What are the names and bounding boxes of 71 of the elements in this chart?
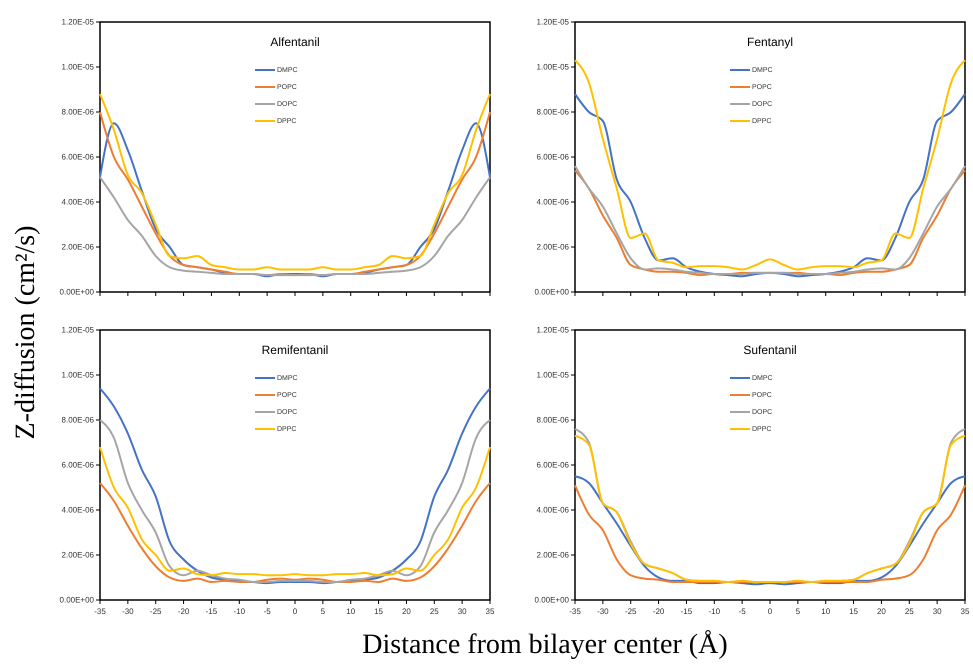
y-tick-label: 0.00E+00 (534, 596, 570, 605)
line-series (574, 59, 966, 270)
x-tick-label: 15 (374, 607, 384, 616)
y-tick-label: 6.00E-06 (62, 152, 95, 162)
x-tick-label: 0 (768, 607, 773, 616)
x-tick-label: 10 (821, 607, 831, 616)
x-tick-label: -5 (264, 607, 272, 616)
x-tick-label: -15 (680, 607, 693, 616)
y-tick-label: 2.00E-06 (62, 242, 95, 252)
x-tick-label: 15 (849, 607, 859, 616)
text: Sufentanil (743, 343, 797, 357)
y-tick-label: 1.20E-05 (536, 326, 570, 335)
y-tick-label: 8.00E-06 (62, 108, 95, 117)
x-tick-label: 35 (486, 607, 495, 616)
x-tick-label: -15 (206, 607, 218, 616)
x-tick-label: 30 (458, 607, 468, 616)
line-series (99, 176, 491, 276)
x-tick-label: -5 (738, 607, 746, 616)
text: Remifentanil (262, 343, 328, 357)
x-tick-label: 10 (346, 607, 356, 616)
x-tick-label: -10 (708, 607, 721, 616)
y-tick-label: 1.20E-05 (62, 18, 95, 27)
line-series (99, 388, 491, 584)
line-series (99, 446, 491, 576)
y-tick-label: 6.00E-06 (536, 152, 570, 162)
x-tick-label: -10 (234, 607, 246, 616)
x-tick-label: -35 (94, 607, 106, 616)
text: Fentanyl (746, 35, 794, 49)
y-tick-label: 0.00E+00 (534, 288, 570, 297)
x-tick-label: -25 (624, 607, 638, 616)
x-tick-label: 25 (904, 607, 914, 616)
y-tick-label: 4.00E-06 (62, 506, 95, 515)
x-tick-label: -20 (178, 607, 190, 616)
x-tick-label: -35 (569, 607, 582, 616)
x-tick-label: 20 (402, 607, 412, 616)
x-tick-label: 30 (932, 607, 942, 616)
x-tick-label: -25 (150, 607, 162, 616)
y-tick-label: 1.00E-05 (536, 370, 570, 380)
y-tick-label: 1.20E-05 (62, 326, 95, 335)
y-tick-label: 4.00E-06 (536, 198, 570, 207)
y-tick-label: 2.00E-06 (62, 550, 95, 560)
x-tick-label: 25 (430, 607, 440, 616)
x-tick-label: 5 (796, 607, 801, 616)
y-tick-label: 8.00E-06 (536, 108, 570, 117)
x-tick-label: 35 (960, 607, 970, 616)
x-tick-label: -20 (652, 607, 665, 616)
y-tick-label: 0.00E+00 (60, 596, 95, 605)
x-tick-label: 0 (292, 607, 298, 616)
line-series (574, 93, 966, 278)
x-tick-label: 5 (320, 607, 326, 616)
y-tick-label: 1.20E-05 (536, 18, 570, 27)
text: Alfentanil (270, 35, 320, 49)
x-axis-title: Distance from bilayer center (Å) (362, 629, 728, 660)
y-tick-label: 6.00E-06 (536, 460, 570, 470)
y-tick-label: 8.00E-06 (536, 416, 570, 425)
y-axis-title: Z-diffusion (cm²/s) (10, 226, 41, 440)
line-series (99, 419, 491, 583)
y-tick-label: 1.00E-05 (536, 62, 570, 72)
y-tick-label: 4.00E-06 (62, 198, 95, 207)
y-tick-label: 1.00E-05 (62, 370, 95, 380)
y-tick-label: 8.00E-06 (62, 416, 95, 425)
y-tick-label: 2.00E-06 (536, 242, 570, 252)
y-tick-label: 2.00E-06 (536, 550, 570, 560)
line-series (99, 482, 491, 583)
y-tick-label: 1.00E-05 (62, 62, 95, 72)
y-tick-label: 0.00E+00 (60, 288, 95, 297)
y-tick-label: 4.00E-06 (536, 506, 570, 515)
x-tick-label: 20 (876, 607, 886, 616)
y-tick-label: 6.00E-06 (62, 460, 95, 470)
x-tick-label: -30 (597, 607, 610, 616)
x-tick-label: -30 (122, 607, 134, 616)
